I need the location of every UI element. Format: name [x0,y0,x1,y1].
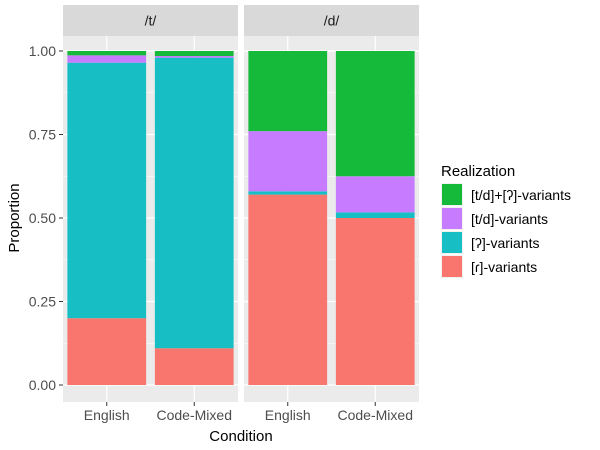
y-tick-label: 0.25 [29,294,56,310]
legend-item-variants: [ɾ]-variants [441,255,537,278]
legend-title: Realization [441,163,515,180]
x-tick-label: Code-Mixed [157,407,232,423]
facet-panel-d: /d/ [244,5,419,402]
legend: Realization [t/d]+[ʔ]-variants [t/d]-vari… [441,163,571,278]
bar-segment-t-d-variants [67,51,147,56]
legend-swatch [442,208,462,229]
bar-segment-variants [154,57,234,349]
y-tick-label: 1.00 [29,43,56,59]
bar-segment-t-d-variants [248,51,328,132]
bar-segment-t-d-variants [154,56,234,58]
facet-strip-label: /d/ [324,13,340,29]
legend-swatch [442,232,462,253]
bar-segment-t-d-variants [67,55,147,63]
bar-segment-t-d-variants [154,51,234,57]
bar-segment-variants [248,194,328,385]
x-tick-label: English [265,407,311,423]
legend-label: [ʔ]-variants [471,235,539,251]
facet-strip-label: /t/ [145,13,157,29]
x-tick-label: English [84,407,130,423]
bar-segment-variants [335,218,415,385]
y-tick-label: 0.00 [29,377,56,393]
facet-strip [244,5,419,36]
legend-label: [t/d]+[ʔ]-variants [471,187,571,203]
legend-item-variants: [ʔ]-variants [441,231,539,254]
y-tick-label: 0.75 [29,127,56,143]
bar-segment-variants [154,348,234,385]
bar-segment-t-d-variants [335,176,415,213]
facet-strip [63,5,238,36]
bar-segment-variants [248,191,328,195]
bar-segment-variants [67,62,147,319]
facet-panel-t: /t/ [63,5,238,402]
y-axis: 0.00 0.25 0.50 0.75 1.00 [29,43,63,393]
x-axis-title: Condition [209,428,272,445]
bar-segment-variants [67,318,147,385]
legend-label: [ɾ]-variants [471,259,537,275]
legend-swatch [442,184,462,205]
facet-panels: /t/ /d/ [63,5,419,402]
legend-item-t-d-variants: [t/d]-variants [441,207,548,230]
bar-segment-t-d-variants [248,131,328,192]
x-axis: English Code-Mixed English Code-Mixed [84,402,413,423]
y-tick-label: 0.50 [29,210,56,226]
bar-segment-t-d-variants [335,51,415,177]
legend-label: [t/d]-variants [471,211,548,227]
legend-item-t-d-variants: [t/d]+[ʔ]-variants [441,183,571,206]
bar-segment-variants [335,212,415,218]
x-tick-label: Code-Mixed [338,407,413,423]
legend-swatch [442,256,462,277]
y-axis-title: Proportion [6,183,23,252]
